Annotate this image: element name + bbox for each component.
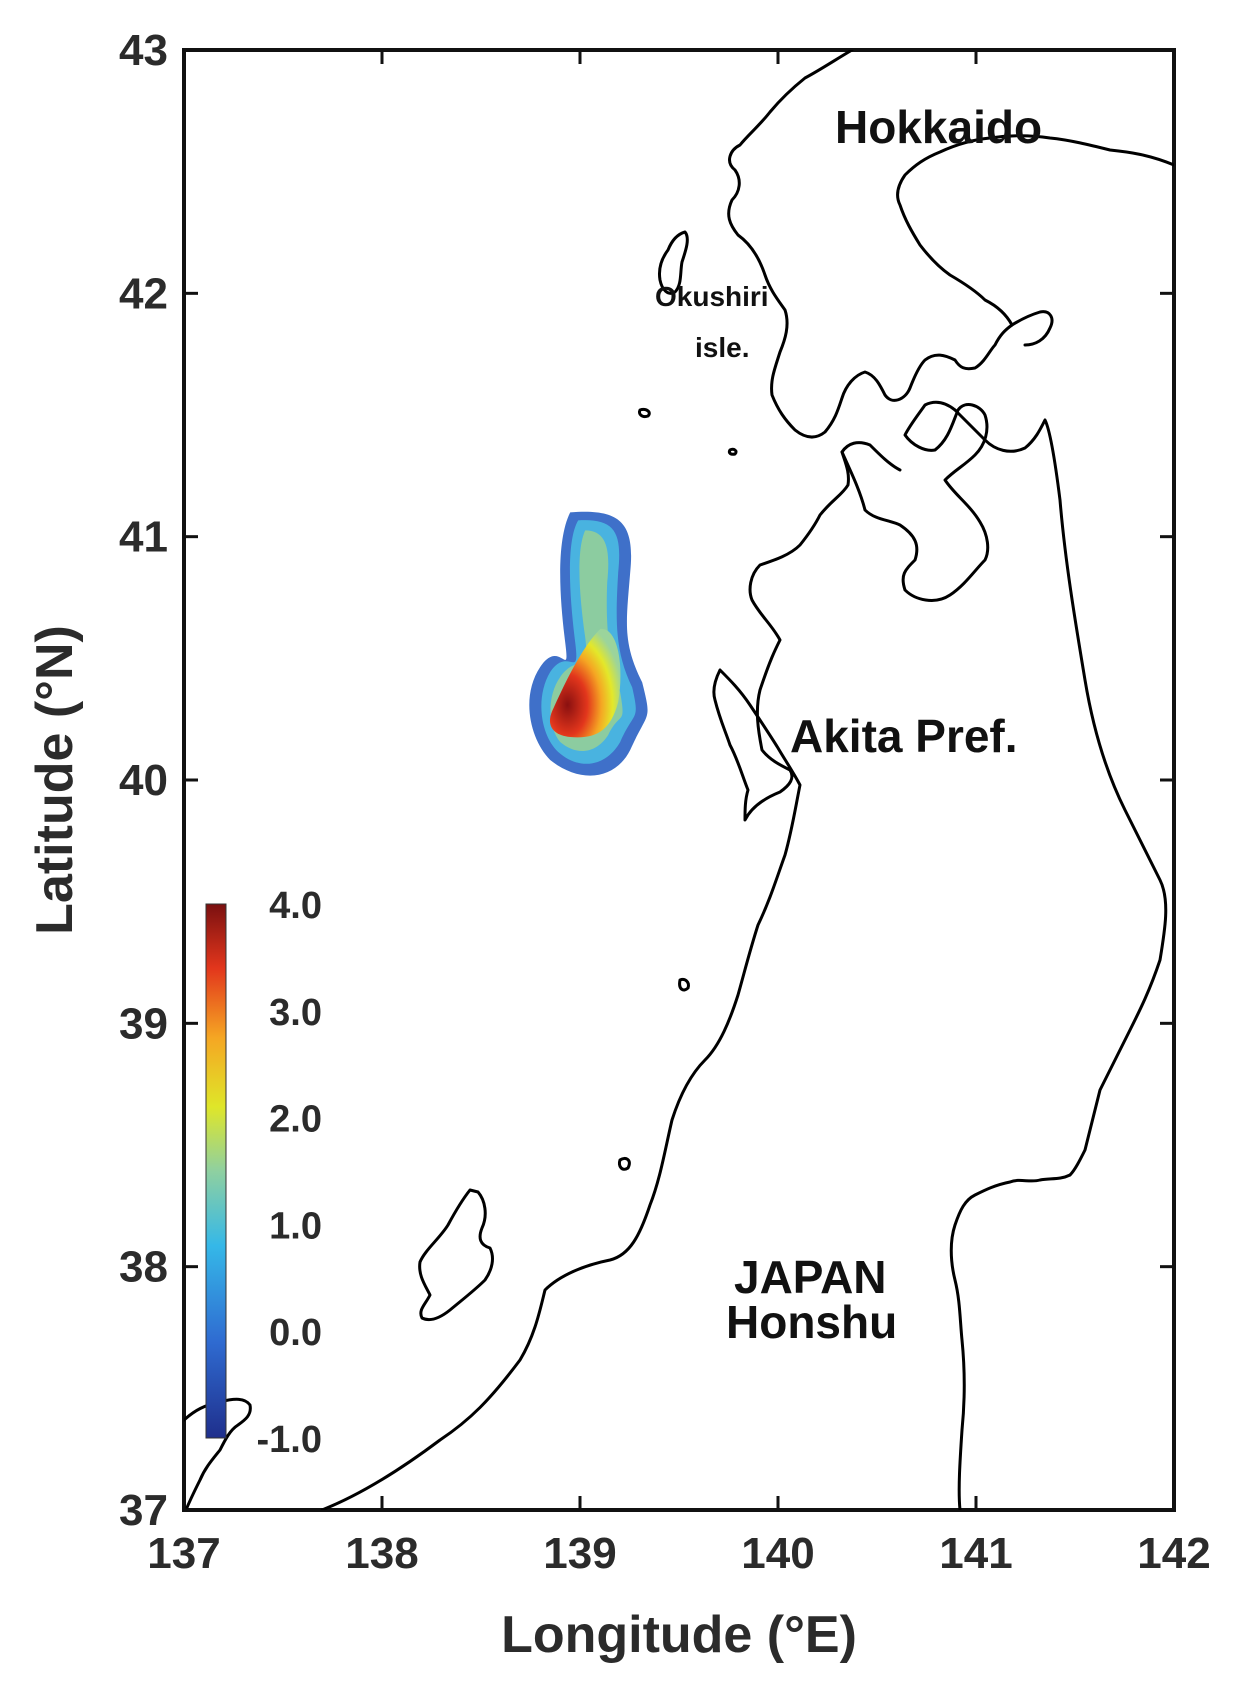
colorbar-tick-label: 3.0: [269, 992, 322, 1034]
label-honshu: Honshu: [726, 1296, 897, 1348]
colorbar-gradient: [205, 903, 227, 1439]
islet-tobishima: [678, 978, 690, 992]
y-tick-label: 39: [119, 999, 168, 1048]
x-tick-label: 137: [147, 1529, 220, 1578]
y-tick-label: 43: [119, 26, 168, 75]
x-axis: 137 138 139 140 141 142: [147, 50, 1211, 1578]
shimokita-coast: [953, 408, 1168, 1177]
y-tick-label: 37: [119, 1486, 168, 1535]
y-axis-title: Latitude (°N): [26, 625, 84, 935]
tohoku-north-coast: [840, 400, 990, 602]
colorbar: -1.0 0.0 1.0 2.0 3.0 4.0: [205, 885, 322, 1461]
plot-area: [182, 48, 1176, 1512]
label-okushiri: Okushiri: [655, 281, 769, 312]
x-tick-label: 141: [939, 1529, 1012, 1578]
label-okushiri-isle: isle.: [695, 332, 749, 363]
islet-awashima: [618, 1156, 631, 1171]
x-tick-label: 140: [741, 1529, 814, 1578]
anomaly-peak: [549, 628, 621, 738]
colorbar-tick-label: -1.0: [257, 1419, 322, 1461]
y-axis: 37 38 39 40 41 42 43: [119, 26, 1174, 1535]
colorbar-tick-label: 2.0: [269, 1099, 322, 1141]
y-tick-label: 41: [119, 513, 168, 562]
honshu-west-coast: [320, 441, 902, 1510]
hokkaido-coast: [727, 50, 1174, 439]
label-hokkaido: Hokkaido: [835, 101, 1042, 153]
islet-1: [638, 408, 651, 418]
label-japan: JAPAN: [734, 1251, 887, 1303]
okushiri-isle: [658, 230, 689, 295]
label-akita: Akita Pref.: [790, 710, 1018, 762]
y-tick-label: 40: [119, 756, 168, 805]
colorbar-ticks: -1.0 0.0 1.0 2.0 3.0 4.0: [257, 885, 322, 1461]
y-tick-label: 38: [119, 1243, 168, 1292]
colorbar-tick-label: 1.0: [269, 1205, 322, 1247]
sado-island: [418, 1188, 494, 1322]
x-tick-label: 142: [1137, 1529, 1210, 1578]
coastlines: [184, 50, 1174, 1510]
hokkaido-inner-bay: [1010, 310, 1054, 347]
anomaly-field: [529, 511, 648, 776]
x-axis-title: Longitude (°E): [501, 1606, 857, 1664]
colorbar-tick-label: 4.0: [269, 885, 322, 927]
x-tick-label: 139: [543, 1529, 616, 1578]
colorbar-tick-label: 0.0: [269, 1312, 322, 1354]
y-tick-label: 42: [119, 269, 168, 318]
honshu-pacific-coast: [949, 1173, 1072, 1510]
x-tick-label: 138: [345, 1529, 418, 1578]
islet-2: [727, 447, 738, 456]
